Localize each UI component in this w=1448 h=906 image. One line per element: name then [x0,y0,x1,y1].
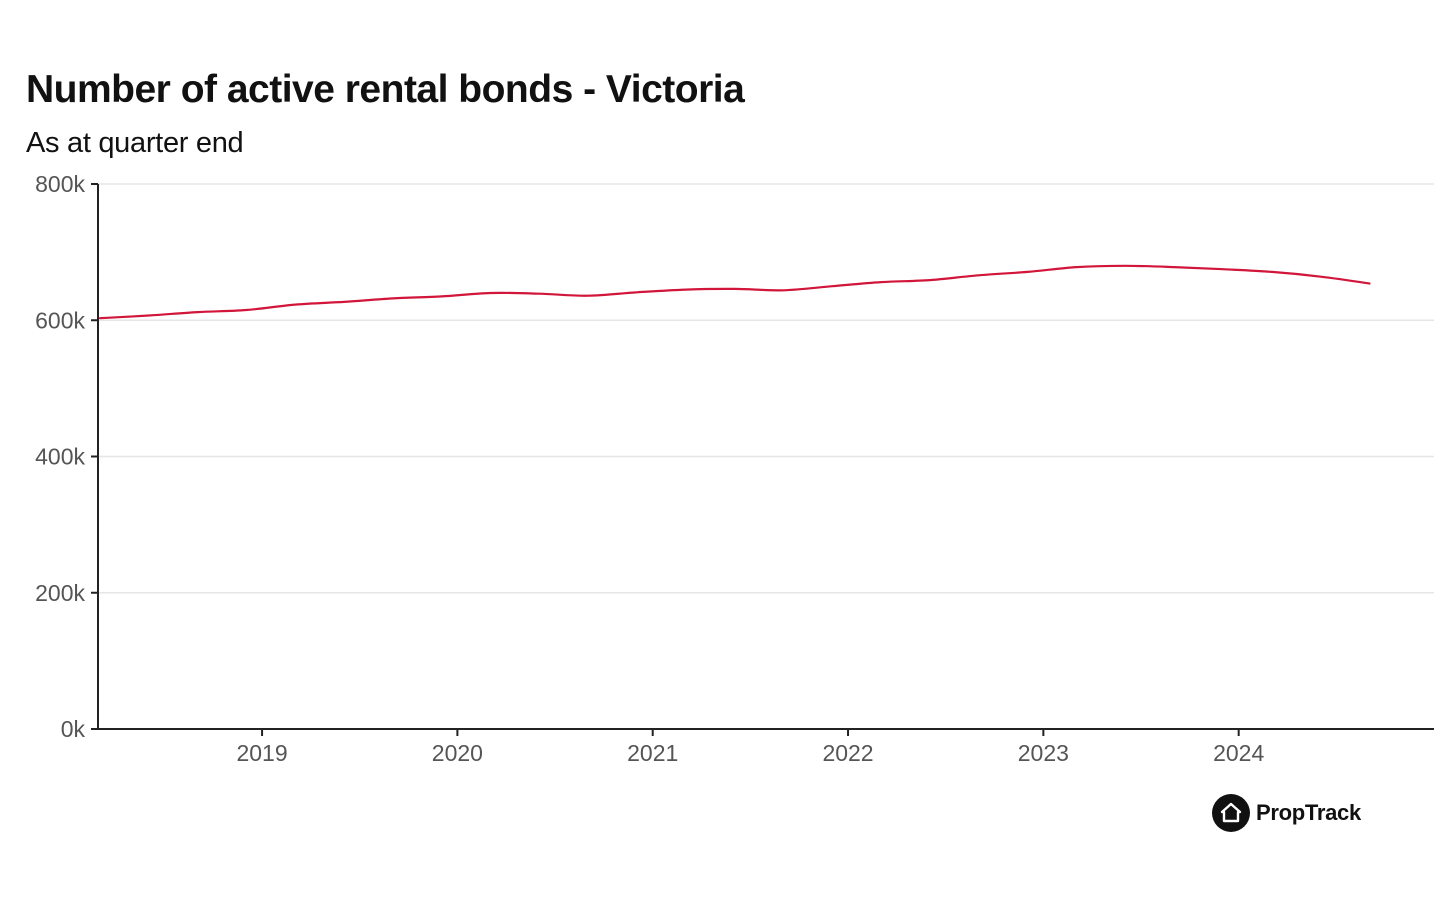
x-tick-label: 2022 [822,740,873,766]
series-layer [98,264,1371,320]
proptrack-brand: PropTrack [1212,794,1361,832]
axes: 0k 200k 400k 600k 800k 2019 2020 2021 2022 2023 20… [35,171,1434,766]
series-line [98,264,1371,320]
x-tick-label: 2021 [627,740,678,766]
x-tick-label: 2019 [236,740,287,766]
x-tick-label: 2024 [1213,740,1264,766]
house-icon [1212,794,1250,832]
brand-name: PropTrack [1256,800,1361,825]
y-tick-label: 0k [61,716,86,742]
chart-subtitle: As at quarter end [26,127,244,159]
gridlines [98,183,1434,594]
x-tick-label: 2023 [1018,740,1069,766]
y-tick-label: 200k [35,580,85,606]
y-tick-label: 400k [35,444,85,470]
chart-title: Number of active rental bonds - Victoria [26,68,745,111]
y-tick-label: 800k [35,171,85,197]
y-tick-label: 600k [35,307,85,333]
x-tick-label: 2020 [432,740,483,766]
